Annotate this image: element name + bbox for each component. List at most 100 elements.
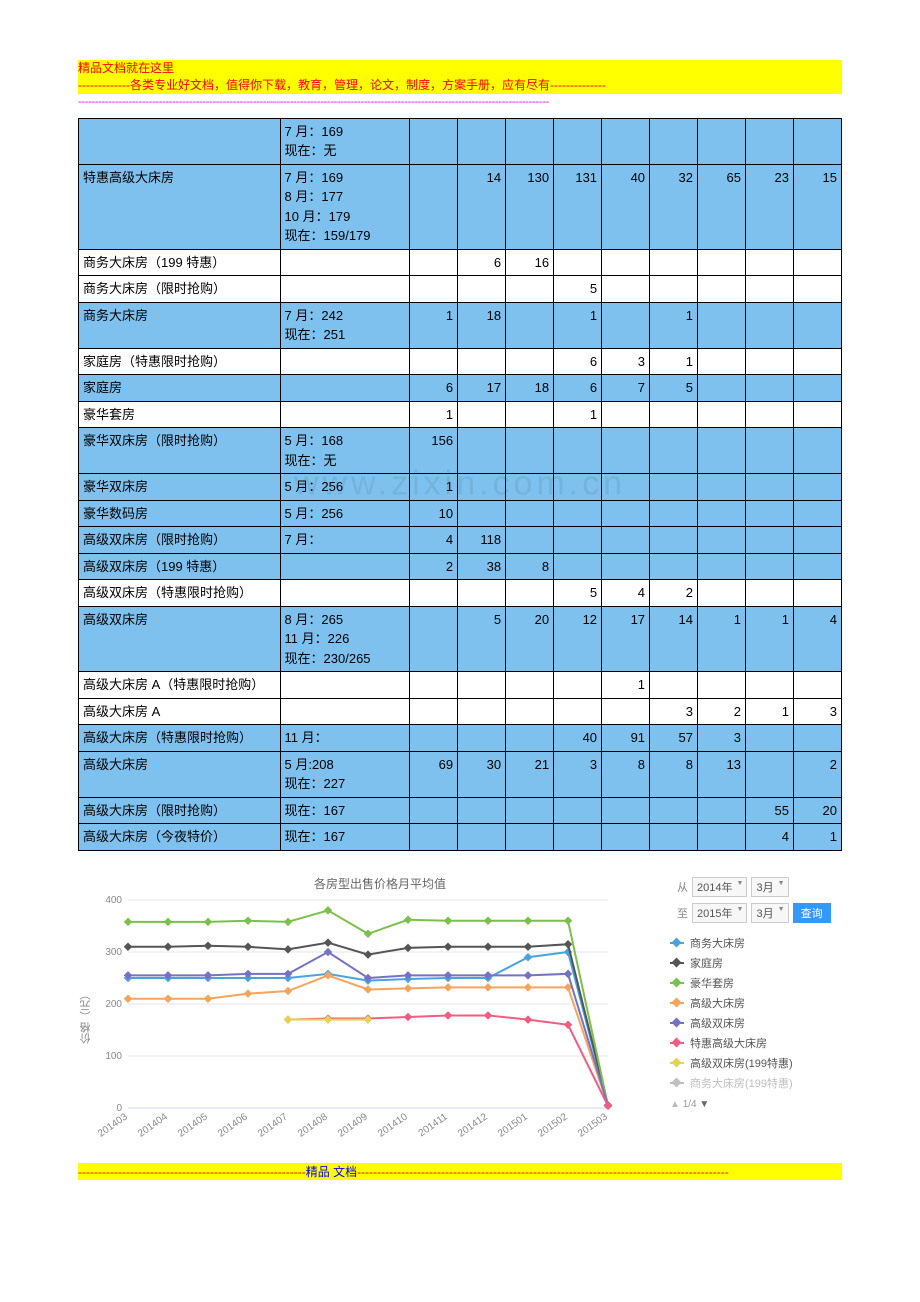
year-to-select[interactable]: 2015年	[692, 903, 747, 923]
room-type-cell: 高级大床房（特惠限时抢购）	[79, 725, 281, 752]
count-cell	[602, 500, 650, 527]
legend-label: 高级大床房	[690, 995, 745, 1011]
legend-item[interactable]: 商务大床房(199特惠)	[670, 1075, 842, 1091]
footer-left: ----------------------------------------…	[78, 1165, 306, 1179]
room-type-cell: 商务大床房（199 特惠）	[79, 249, 281, 276]
count-cell: 3	[650, 698, 698, 725]
date-to-row: 至 2015年 3月 查询	[670, 903, 842, 923]
count-cell: 32	[650, 164, 698, 249]
count-cell	[698, 401, 746, 428]
count-cell	[602, 527, 650, 554]
count-cell	[506, 824, 554, 851]
price-note-cell: 7 月：169 现在：无	[280, 118, 410, 164]
count-cell: 8	[650, 751, 698, 797]
count-cell	[506, 500, 554, 527]
count-cell	[458, 428, 506, 474]
count-cell	[554, 672, 602, 699]
room-type-cell: 高级双床房（特惠限时抢购）	[79, 580, 281, 607]
count-cell	[793, 725, 841, 752]
chart-pager[interactable]: ▲ 1/4 ▼	[670, 1099, 842, 1110]
count-cell	[793, 672, 841, 699]
count-cell	[793, 401, 841, 428]
top-banner: 精品文档就在这里 -------------各类专业好文档，值得你下载，教育，管…	[78, 60, 842, 94]
count-cell	[410, 164, 458, 249]
year-from-select[interactable]: 2014年	[692, 877, 747, 897]
price-note-cell: 5 月：256	[280, 474, 410, 501]
count-cell	[410, 672, 458, 699]
count-cell: 7	[602, 375, 650, 402]
price-note-cell: 7 月：242 现在：251	[280, 302, 410, 348]
footer-mid: 精品 文档	[306, 1165, 357, 1179]
count-cell: 20	[506, 606, 554, 672]
pager-up-icon[interactable]: ▲	[670, 1099, 680, 1110]
count-cell	[650, 824, 698, 851]
table-row: 高级双床房（特惠限时抢购）542	[79, 580, 842, 607]
room-type-cell: 高级双床房（199 特惠）	[79, 553, 281, 580]
legend-label: 高级双床房(199特惠)	[690, 1055, 793, 1071]
svg-text:201502: 201502	[536, 1111, 570, 1139]
query-button[interactable]: 查询	[793, 903, 831, 923]
table-row: 商务大床房（限时抢购）5	[79, 276, 842, 303]
svg-text:201404: 201404	[136, 1111, 170, 1139]
count-cell: 131	[554, 164, 602, 249]
legend-swatch-icon	[670, 1082, 684, 1084]
table-row: 商务大床房（199 特惠）616	[79, 249, 842, 276]
month-to-select[interactable]: 3月	[751, 903, 788, 923]
count-cell	[698, 428, 746, 474]
legend-item[interactable]: 豪华套房	[670, 975, 842, 991]
svg-text:100: 100	[105, 1051, 122, 1062]
banner-line-1: 精品文档就在这里	[78, 60, 842, 77]
count-cell: 4	[746, 824, 794, 851]
room-type-cell: 家庭房（特惠限时抢购）	[79, 348, 281, 375]
price-note-cell: 7 月：	[280, 527, 410, 554]
count-cell	[793, 348, 841, 375]
count-cell: 38	[458, 553, 506, 580]
price-note-cell: 现在：167	[280, 824, 410, 851]
count-cell	[506, 474, 554, 501]
count-cell: 2	[793, 751, 841, 797]
count-cell	[746, 725, 794, 752]
count-cell	[410, 824, 458, 851]
count-cell: 6	[554, 348, 602, 375]
count-cell: 1	[410, 302, 458, 348]
legend-item[interactable]: 家庭房	[670, 955, 842, 971]
count-cell	[410, 725, 458, 752]
count-cell	[650, 474, 698, 501]
count-cell	[698, 553, 746, 580]
count-cell: 91	[602, 725, 650, 752]
count-cell: 5	[554, 580, 602, 607]
count-cell: 1	[650, 348, 698, 375]
legend-item[interactable]: 高级大床房	[670, 995, 842, 1011]
legend-item[interactable]: 商务大床房	[670, 935, 842, 951]
to-label: 至	[670, 905, 688, 921]
price-note-cell	[280, 401, 410, 428]
chart-svg: 0100200300400201403201404201405201406201…	[98, 896, 618, 1156]
month-from-select[interactable]: 3月	[751, 877, 788, 897]
count-cell	[746, 500, 794, 527]
count-cell: 40	[554, 725, 602, 752]
count-cell	[506, 698, 554, 725]
count-cell	[410, 276, 458, 303]
count-cell	[506, 348, 554, 375]
count-cell	[602, 824, 650, 851]
legend-item[interactable]: 特惠高级大床房	[670, 1035, 842, 1051]
room-type-cell: 特惠高级大床房	[79, 164, 281, 249]
svg-text:201405: 201405	[176, 1111, 210, 1139]
chart-ylabel: 价格（元）	[78, 989, 94, 1044]
page-root: 精品文档就在这里 -------------各类专业好文档，值得你下载，教育，管…	[0, 0, 920, 1220]
svg-text:201403: 201403	[98, 1111, 130, 1139]
count-cell: 6	[554, 375, 602, 402]
legend-item[interactable]: 高级双床房(199特惠)	[670, 1055, 842, 1071]
count-cell	[793, 474, 841, 501]
count-cell	[554, 553, 602, 580]
legend-label: 高级双床房	[690, 1015, 745, 1031]
pager-down-icon[interactable]: ▼	[699, 1099, 709, 1110]
count-cell	[698, 302, 746, 348]
room-type-cell: 豪华套房	[79, 401, 281, 428]
count-cell: 118	[458, 527, 506, 554]
room-type-cell: 豪华双床房	[79, 474, 281, 501]
price-note-cell	[280, 698, 410, 725]
room-type-cell: 豪华数码房	[79, 500, 281, 527]
legend-item[interactable]: 高级双床房	[670, 1015, 842, 1031]
count-cell	[793, 249, 841, 276]
